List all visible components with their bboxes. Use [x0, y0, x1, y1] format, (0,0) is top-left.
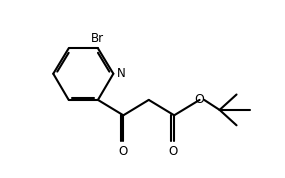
Text: O: O: [195, 93, 205, 106]
Text: O: O: [169, 145, 178, 158]
Text: O: O: [118, 145, 127, 158]
Text: Br: Br: [91, 32, 105, 45]
Text: N: N: [117, 67, 126, 80]
